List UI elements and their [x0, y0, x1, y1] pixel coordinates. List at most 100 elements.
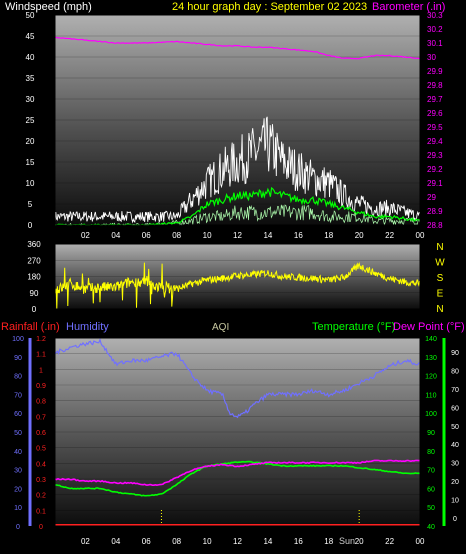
lower-x-tick: 22	[385, 537, 394, 546]
dewpoint-y-tick: 50	[451, 424, 459, 431]
lower-x-tick: 12	[233, 537, 242, 546]
wind-y-tick: 40	[26, 53, 35, 62]
wind-plot-area	[55, 15, 420, 225]
temperature-y-tick: 130	[425, 355, 437, 362]
windspeed-title: Windspeed (mph)	[5, 1, 92, 13]
humidity-line	[54, 337, 421, 419]
wind-x-tick: 14	[263, 231, 272, 240]
barometer-y-tick: 29.3	[427, 151, 443, 160]
wind-x-tick: 22	[385, 231, 394, 240]
wind-x-tick: 02	[81, 231, 90, 240]
temperature-y-tick: 100	[425, 411, 437, 418]
barometer-y-tick: 29.2	[427, 165, 443, 174]
temperature-y-tick: 110	[425, 392, 436, 399]
wind-x-tick: 08	[172, 231, 181, 240]
temperature-y-tick: 80	[427, 449, 435, 456]
humidity-label: Humidity	[66, 321, 109, 333]
rainfall-y-tick: 0.9	[36, 383, 46, 390]
rainfall-y-tick: 0.5	[36, 446, 46, 453]
wind-x-tick: 10	[203, 231, 212, 240]
direction-y-tick: 90	[30, 289, 39, 298]
rainfall-y-tick: 1	[39, 367, 43, 374]
rainfall-y-tick: 0.1	[36, 508, 46, 515]
barometer-y-tick: 30.3	[427, 11, 443, 20]
direction-y-tick: 180	[27, 273, 41, 282]
compass-label: E	[437, 289, 444, 300]
dewpoint-y-tick: 70	[451, 387, 459, 394]
barometer-y-tick: 29.5	[427, 123, 443, 132]
dewpoint-y-tick: 90	[451, 350, 459, 357]
rainfall-y-tick: 0.7	[36, 414, 46, 421]
humidity-y-tick: 10	[14, 505, 22, 512]
rainfall-label: Rainfall (.in)	[1, 321, 60, 333]
wind-y-tick: 50	[26, 11, 35, 20]
lower-x-tick: 14	[263, 537, 272, 546]
barometer-y-tick: 29.1	[427, 179, 443, 188]
graph-title: 24 hour graph day : September 02 2023	[172, 1, 367, 13]
temperature-y-tick: 50	[427, 505, 435, 512]
wind-y-tick: 15	[26, 158, 35, 167]
temperature-y-tick: 120	[425, 374, 437, 381]
dewpoint-y-tick: 20	[451, 479, 459, 486]
temperature-y-tick: 70	[427, 468, 435, 475]
dewpoint-y-tick: 80	[451, 368, 459, 375]
wind-x-tick: 20	[355, 231, 364, 240]
humidity-y-tick: 80	[14, 374, 22, 381]
lower-x-tick: 10	[203, 537, 212, 546]
dewpoint-y-tick: 10	[451, 498, 459, 505]
wind-y-tick: 25	[26, 116, 35, 125]
barometer-line	[54, 36, 421, 60]
barometer-y-tick: 30.1	[427, 39, 443, 48]
barometer-y-tick: 29.9	[427, 67, 443, 76]
direction-y-tick: 0	[32, 305, 37, 314]
humidity-y-tick: 100	[12, 336, 24, 343]
lower-x-tick: 02	[81, 537, 90, 546]
temperature-y-tick: 60	[427, 486, 435, 493]
lower-x-tick: 20	[355, 537, 364, 546]
barometer-y-tick: 29	[427, 193, 436, 202]
rainfall-y-tick: 0.3	[36, 477, 46, 484]
humidity-y-tick: 70	[14, 392, 22, 399]
wind-x-tick: 00	[416, 231, 425, 240]
wind-y-tick: 0	[28, 221, 33, 230]
wind-y-tick: 35	[26, 74, 35, 83]
humidity-y-tick: 30	[14, 468, 22, 475]
wind-x-tick: 16	[294, 231, 303, 240]
direction-y-tick: 360	[27, 240, 41, 249]
humidity-y-tick: 20	[14, 486, 22, 493]
lower-x-tick: 06	[142, 537, 151, 546]
rainfall-y-tick: 1.1	[36, 352, 46, 359]
lower-x-tick: 04	[111, 537, 120, 546]
temperature-y-tick: 40	[427, 524, 435, 531]
rainfall-y-tick: 0.6	[36, 430, 46, 437]
wind-gust-line	[54, 116, 421, 224]
barometer-y-tick: 29.7	[427, 95, 443, 104]
temperature-y-tick: 140	[425, 336, 437, 343]
wind-y-tick: 20	[26, 137, 35, 146]
rainfall-y-tick: 0.8	[36, 399, 46, 406]
dewpoint-y-tick: 40	[451, 442, 459, 449]
humidity-y-tick: 60	[14, 411, 22, 418]
wind-y-tick: 30	[26, 95, 35, 104]
rainfall-y-tick: 0.2	[36, 493, 46, 500]
barometer-title: Barometer (.in)	[372, 1, 445, 13]
wind-y-tick: 5	[28, 200, 33, 209]
rainfall-y-tick: 0	[39, 524, 43, 531]
barometer-y-tick: 29.8	[427, 81, 443, 90]
wind-y-tick: 45	[26, 32, 35, 41]
wind-x-tick: 06	[142, 231, 151, 240]
lower-plot-area	[55, 338, 420, 526]
rainfall-y-tick: 1.2	[36, 336, 46, 343]
lower-x-tick: 08	[172, 537, 181, 546]
dewpoint-line	[54, 459, 420, 487]
temperature-label: Temperature (°F)	[312, 321, 395, 333]
barometer-y-tick: 30	[427, 53, 436, 62]
direction-plot-border	[54, 243, 421, 310]
dewpoint-y-tick: 30	[451, 461, 459, 468]
lower-x-tick: 16	[294, 537, 303, 546]
rain-humidity-temperature-chart: 0 0.1 0.2 0.3 0.4 0.5 0.6 0.7 0.8 0.9 1 1.1 1.2 0 10 20…	[12, 336, 459, 546]
humidity-y-tick: 90	[14, 355, 22, 362]
compass-label: N	[436, 304, 443, 315]
